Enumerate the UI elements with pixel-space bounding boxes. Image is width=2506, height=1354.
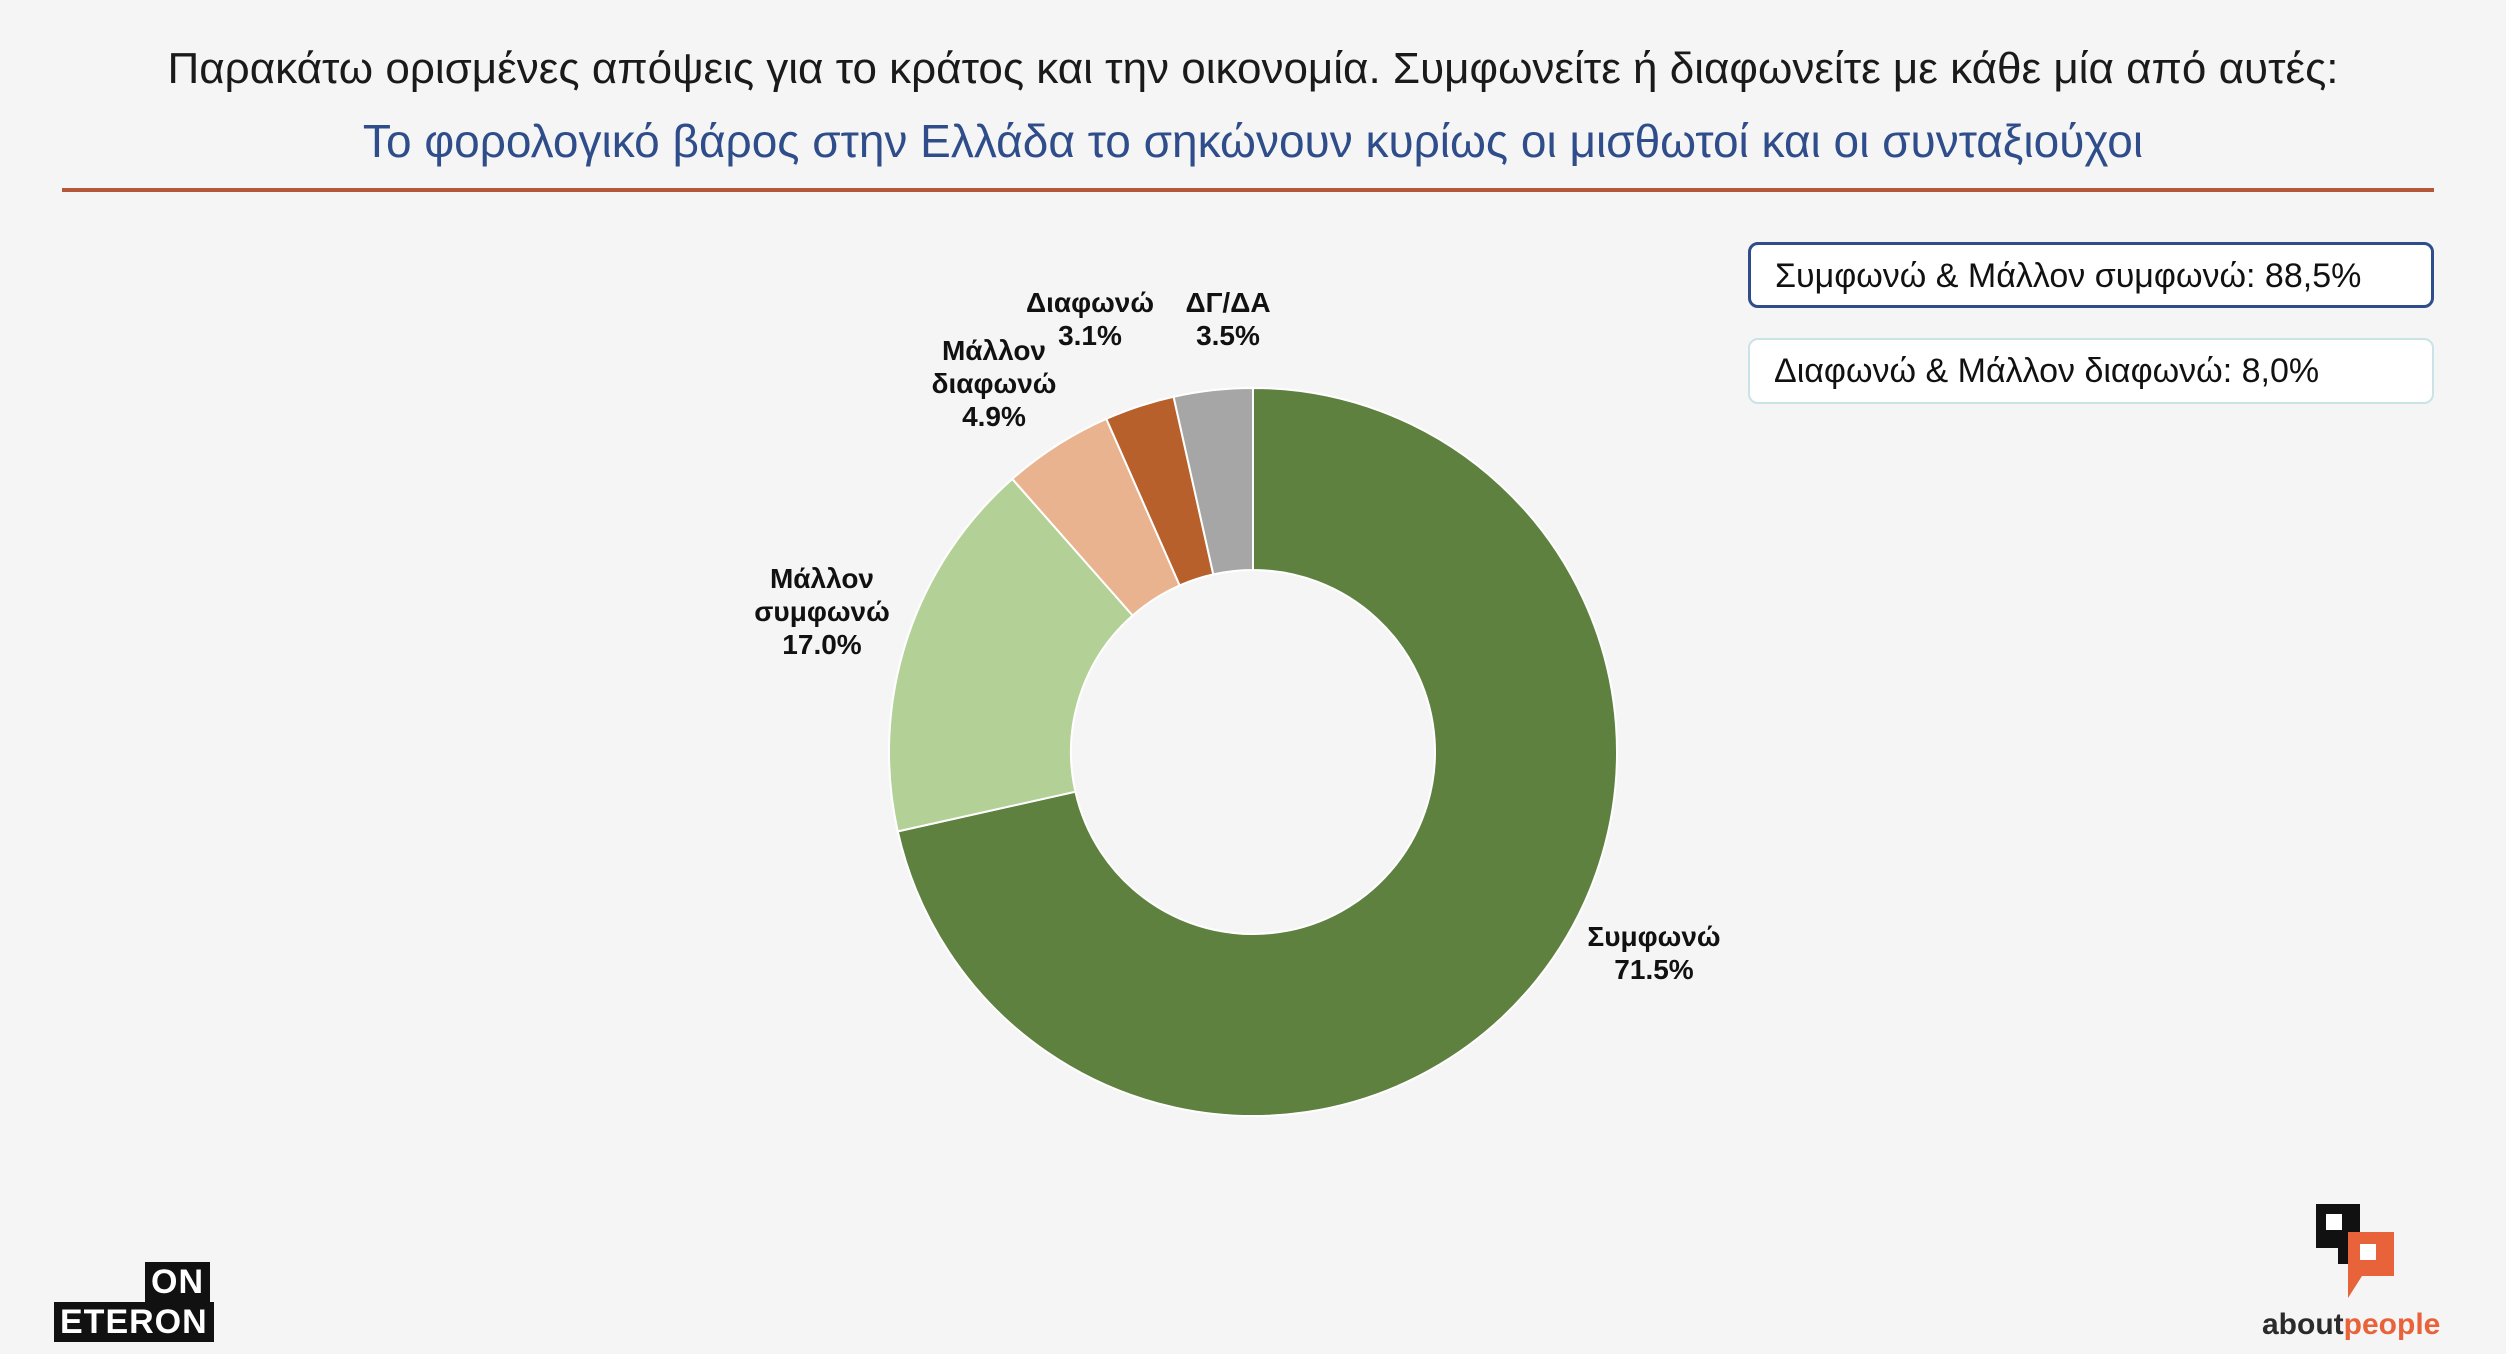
aboutpeople-logo: aboutpeople: [2262, 1196, 2462, 1346]
slice-label-3: Διαφωνώ 3.1%: [1026, 287, 1154, 351]
slice-0: [896, 386, 1618, 1117]
page-subtitle: Το φορολογικό βάρος στην Ελλάδα το σηκών…: [362, 115, 2144, 167]
logo-about-text: about: [2262, 1308, 2344, 1341]
logo-people-text: people: [2343, 1308, 2441, 1341]
slice-label-1: Μάλλον συμφωνώ 17.0%: [754, 563, 890, 660]
logo-eteron-text: ETERON: [54, 1302, 214, 1342]
slice-4: [1172, 386, 1254, 576]
logo-on-text: ON: [145, 1262, 210, 1302]
slice-1: [888, 477, 1135, 833]
summary-disagree-box: Διαφωνώ & Μάλλον διαφωνώ: 8,0%: [1748, 338, 2434, 404]
slice-label-2: Μάλλον διαφωνώ 4.9%: [932, 335, 1057, 432]
aboutpeople-logo-icon: [2316, 1204, 2394, 1298]
slice-label-0: Συμφωνώ 71.5%: [1587, 921, 1720, 985]
summary-agree-box: Συμφωνώ & Μάλλον συμφωνώ: 88,5%: [1748, 242, 2434, 308]
on-eteron-logo: ON ETERON: [54, 1262, 214, 1342]
slice-label-4: ΔΓ/ΔΑ 3.5%: [1185, 287, 1270, 351]
title-divider: [62, 188, 2434, 192]
page-title: Παρακάτω ορισμένες απόψεις για το κράτος…: [167, 44, 2339, 93]
